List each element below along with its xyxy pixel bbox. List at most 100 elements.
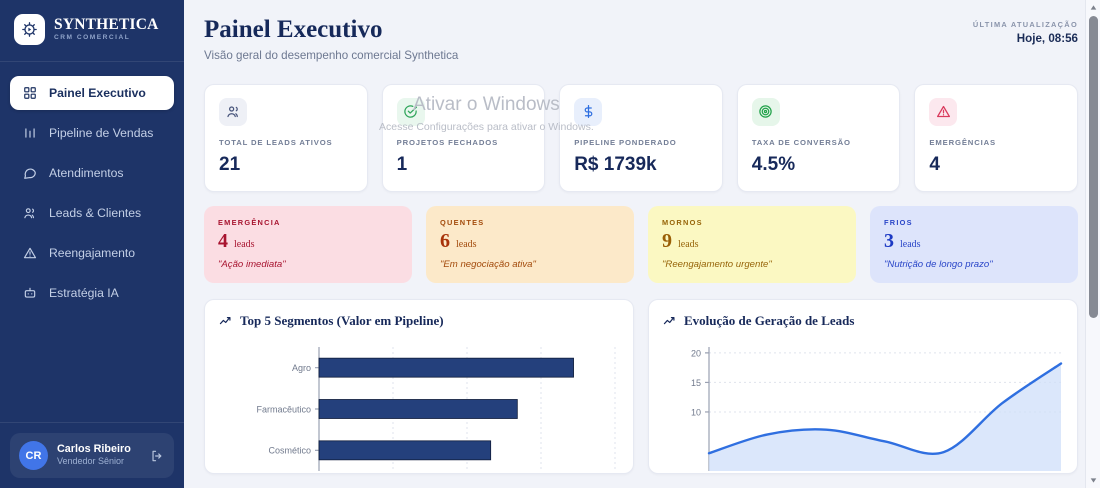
page-subtitle: Visão geral do desempenho comercial Synt… [204, 48, 459, 62]
status-card-mornos[interactable]: MORNOS 9 leads "Reengajamento urgente" [648, 205, 856, 283]
sidebar-profile-section: CR Carlos Ribeiro Vendedor Sênior [0, 422, 184, 488]
svg-text:20: 20 [691, 348, 701, 358]
kpi-label: TAXA DE CONVERSÃO [751, 137, 851, 147]
status-quote: "Em negociação ativa" [440, 258, 536, 270]
sidebar-item-painel-executivo[interactable]: Painel Executivo [10, 76, 174, 110]
kpi-value: 21 [219, 153, 241, 175]
user-profile[interactable]: CR Carlos Ribeiro Vendedor Sênior [10, 433, 174, 478]
status-unit: leads [678, 238, 699, 250]
status-label: MORNOS [662, 217, 703, 227]
status-quote: "Ação imediata" [218, 258, 286, 270]
robot-icon [22, 285, 38, 301]
sidebar-spacer [0, 310, 184, 422]
status-quote: "Reengajamento urgente" [662, 258, 772, 270]
status-card-quentes[interactable]: QUENTES 6 leads "Em negociação ativa" [426, 205, 634, 283]
avatar: CR [19, 441, 48, 470]
sidebar-item-label: Leads & Clientes [49, 206, 142, 220]
profile-name: Carlos Ribeiro [57, 442, 131, 455]
panel-title: Top 5 Segmentos (Valor em Pipeline) [240, 312, 444, 328]
area-chart: 10 15 20 [663, 341, 1063, 471]
panel-evolucao-leads: Evolução de Geração de Leads 10 15 20 [648, 298, 1078, 474]
grid-dashboard-icon [22, 85, 38, 101]
svg-text:Farmacêutico: Farmacêutico [256, 404, 311, 414]
page-header: Painel Executivo Visão geral do desempen… [204, 16, 1078, 62]
kpi-value: R$ 1739k [574, 153, 657, 175]
status-count: 3 [884, 229, 894, 252]
page-title: Painel Executivo [204, 16, 383, 43]
panel-top-segmentos: Top 5 Segmentos (Valor em Pipeline) Agro… [204, 298, 634, 474]
sidebar-item-label: Atendimentos [49, 166, 124, 180]
kpi-label: PROJETOS FECHADOS [396, 137, 499, 147]
bar-chart: Agro Farmacêutico Cosmético [219, 341, 619, 471]
profile-role: Vendedor Sênior [57, 456, 125, 467]
svg-text:Cosmético: Cosmético [268, 445, 311, 455]
alert-triangle-icon [22, 245, 38, 261]
main-content: Painel Executivo Visão geral do desempen… [184, 0, 1100, 488]
kpi-label: PIPELINE PONDERADO [574, 137, 677, 147]
panel-title: Evolução de Geração de Leads [684, 312, 855, 328]
sidebar-item-label: Painel Executivo [49, 86, 146, 100]
users-icon [219, 97, 247, 126]
kpi-card-emergencias[interactable]: EMERGÊNCIAS 4 [914, 83, 1078, 192]
logout-icon[interactable] [149, 448, 165, 464]
sidebar-nav: Painel Executivo Pipeline de Vendas Aten… [0, 62, 184, 310]
brand-header: SYNTHETICA CRM COMERCIAL [0, 0, 184, 62]
sidebar-item-atendimentos[interactable]: Atendimentos [10, 156, 174, 190]
status-count: 6 [440, 229, 450, 252]
scrollbar-thumb[interactable] [1089, 16, 1098, 318]
kpi-label: TOTAL DE LEADS ATIVOS [219, 137, 333, 147]
bar-chart-icon [22, 125, 38, 141]
trending-up-icon [663, 314, 677, 328]
sidebar-item-label: Reengajamento [49, 246, 136, 260]
last-update-value: Hoje, 08:56 [1016, 32, 1078, 45]
target-icon [751, 97, 780, 126]
chart-row: Top 5 Segmentos (Valor em Pipeline) Agro… [204, 298, 1078, 474]
kpi-card-taxa-de-conversao[interactable]: TAXA DE CONVERSÃO 4.5% [736, 83, 901, 192]
status-unit: leads [900, 238, 921, 250]
sidebar: SYNTHETICA CRM COMERCIAL Painel Executiv… [0, 0, 184, 488]
status-quote: "Nutrição de longo prazo" [884, 258, 993, 270]
status-count: 9 [662, 229, 672, 252]
caret-up-icon[interactable] [1086, 0, 1100, 15]
status-card-emergencia[interactable]: EMERGÊNCIA 4 leads "Ação imediata" [204, 205, 412, 283]
status-count: 4 [218, 229, 228, 252]
sidebar-item-reengajamento[interactable]: Reengajamento [10, 236, 174, 270]
status-label: EMERGÊNCIA [218, 217, 281, 227]
lead-status-row: EMERGÊNCIA 4 leads "Ação imediata" QUENT… [204, 205, 1078, 283]
page-scrollbar[interactable] [1085, 0, 1100, 488]
sidebar-item-pipeline-de-vendas[interactable]: Pipeline de Vendas [10, 116, 174, 150]
trending-up-icon [219, 314, 233, 328]
status-unit: leads [456, 238, 477, 250]
last-update: ÚLTIMA ATUALIZAÇÃO Hoje, 08:56 [973, 16, 1078, 45]
sidebar-item-estrategia-ia[interactable]: Estratégia IA [10, 276, 174, 310]
brand-title: SYNTHETICA [54, 15, 159, 33]
kpi-card-pipeline-ponderado[interactable]: PIPELINE PONDERADO R$ 1739k [559, 83, 723, 192]
svg-text:10: 10 [691, 407, 701, 417]
brand-logo-icon [14, 14, 45, 45]
last-update-label: ÚLTIMA ATUALIZAÇÃO [972, 20, 1078, 29]
kpi-value: 4 [929, 153, 940, 175]
dollar-icon [574, 97, 603, 126]
brand-tagline: CRM COMERCIAL [54, 34, 131, 42]
sidebar-item-label: Pipeline de Vendas [49, 126, 154, 140]
sidebar-item-leads-clientes[interactable]: Leads & Clientes [10, 196, 174, 230]
users-icon [22, 205, 38, 221]
kpi-row: TOTAL DE LEADS ATIVOS 21 PROJETOS FECHAD… [204, 83, 1078, 192]
svg-text:15: 15 [691, 377, 701, 387]
status-label: FRIOS [884, 217, 913, 227]
kpi-value: 4.5% [751, 153, 796, 175]
caret-down-icon[interactable] [1086, 473, 1100, 488]
status-unit: leads [234, 238, 255, 250]
page-header-text: Painel Executivo Visão geral do desempen… [204, 16, 458, 62]
kpi-value: 1 [396, 153, 408, 175]
kpi-card-total-leads-ativos[interactable]: TOTAL DE LEADS ATIVOS 21 [204, 83, 368, 192]
status-label: QUENTES [440, 217, 485, 227]
kpi-label: EMERGÊNCIAS [929, 137, 996, 147]
kpi-card-projetos-fechados[interactable]: PROJETOS FECHADOS 1 [381, 83, 546, 192]
check-circle-icon [396, 97, 425, 126]
status-card-frios[interactable]: FRIOS 3 leads "Nutrição de longo prazo" [870, 205, 1078, 283]
svg-text:Agro: Agro [292, 363, 311, 373]
message-square-icon [22, 165, 38, 181]
sidebar-item-label: Estratégia IA [49, 286, 119, 300]
